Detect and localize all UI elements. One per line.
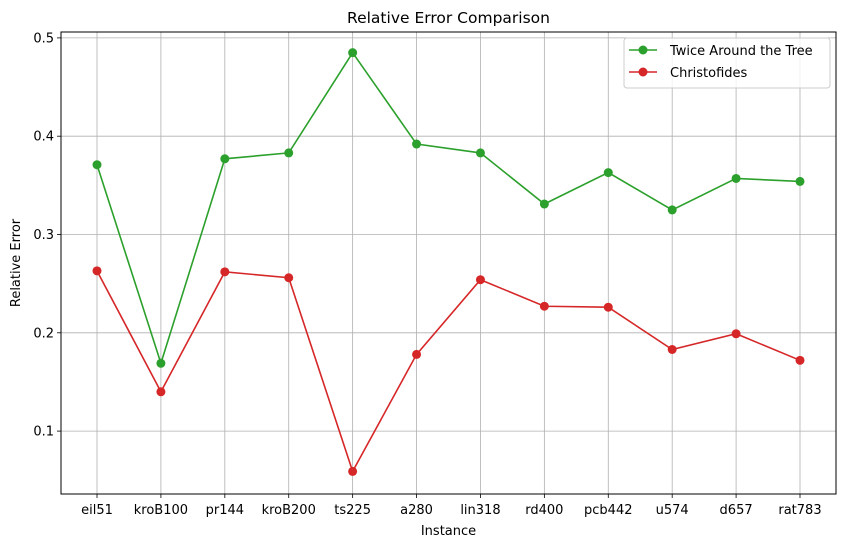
- data-point-twice-around-the-tree: [731, 173, 741, 183]
- x-tick-label: pr144: [206, 503, 244, 518]
- axis-ticks: eil51 kroB100 pr144 kroB200 ts225 a280 lin318 r…: [33, 31, 821, 518]
- chart-title: Relative Error Comparison: [347, 9, 550, 27]
- legend-label-christofides: Christofides: [670, 66, 748, 81]
- data-point-christofides: [539, 301, 549, 311]
- x-tick-label: ts225: [334, 503, 371, 518]
- legend-box: [623, 37, 831, 89]
- legend-label-twice-around-the-tree: Twice Around the Tree: [669, 44, 813, 59]
- x-tick-label: rd400: [525, 503, 563, 518]
- series-line-christofides: [96, 270, 801, 474]
- x-tick-label: rat783: [778, 503, 821, 518]
- legend: Twice Around the Tree Christofides: [623, 37, 831, 89]
- x-tick-label: kroB200: [262, 503, 316, 518]
- data-point-christofides: [220, 267, 230, 277]
- legend-marker-christofides: [638, 67, 648, 77]
- x-tick-label: kroB100: [134, 503, 188, 518]
- legend-marker-twice-around-the-tree: [638, 45, 648, 55]
- y-tick-label: 0.4: [33, 130, 54, 145]
- data-point-twice-around-the-tree: [475, 148, 485, 158]
- series-layer: [92, 48, 805, 476]
- data-point-christofides: [92, 266, 102, 276]
- data-point-christofides: [603, 302, 613, 312]
- data-point-twice-around-the-tree: [539, 199, 549, 209]
- x-tick-label: d657: [720, 503, 753, 518]
- data-point-twice-around-the-tree: [220, 154, 230, 164]
- data-point-twice-around-the-tree: [603, 168, 613, 178]
- data-point-twice-around-the-tree: [348, 48, 358, 58]
- plot-frame: [60, 31, 837, 495]
- data-point-christofides: [284, 273, 294, 283]
- data-point-twice-around-the-tree: [795, 176, 805, 186]
- data-point-christofides: [412, 349, 422, 359]
- y-tick-label: 0.1: [33, 425, 54, 440]
- series-line-twice-around-the-tree: [96, 51, 801, 366]
- x-tick-label: a280: [400, 503, 433, 518]
- x-tick-label: u574: [656, 503, 689, 518]
- data-point-twice-around-the-tree: [412, 139, 422, 149]
- data-point-christofides: [156, 387, 166, 397]
- data-point-twice-around-the-tree: [667, 205, 677, 215]
- data-point-christofides: [667, 345, 677, 355]
- x-tick-label: lin318: [460, 503, 500, 518]
- x-tick-label: pcb442: [584, 503, 632, 518]
- data-point-twice-around-the-tree: [284, 148, 294, 158]
- y-tick-label: 0.5: [33, 31, 54, 46]
- y-axis-label: Relative Error: [9, 218, 24, 307]
- data-point-twice-around-the-tree: [92, 160, 102, 170]
- y-tick-label: 0.2: [33, 326, 54, 341]
- data-point-twice-around-the-tree: [156, 358, 166, 368]
- x-axis-label: Instance: [421, 524, 476, 539]
- y-tick-label: 0.3: [33, 228, 54, 243]
- x-tick-label: eil51: [81, 503, 113, 518]
- data-point-christofides: [348, 466, 358, 476]
- grid-lines: [61, 32, 836, 494]
- data-point-christofides: [731, 329, 741, 339]
- data-point-christofides: [475, 275, 485, 285]
- data-point-christofides: [795, 355, 805, 365]
